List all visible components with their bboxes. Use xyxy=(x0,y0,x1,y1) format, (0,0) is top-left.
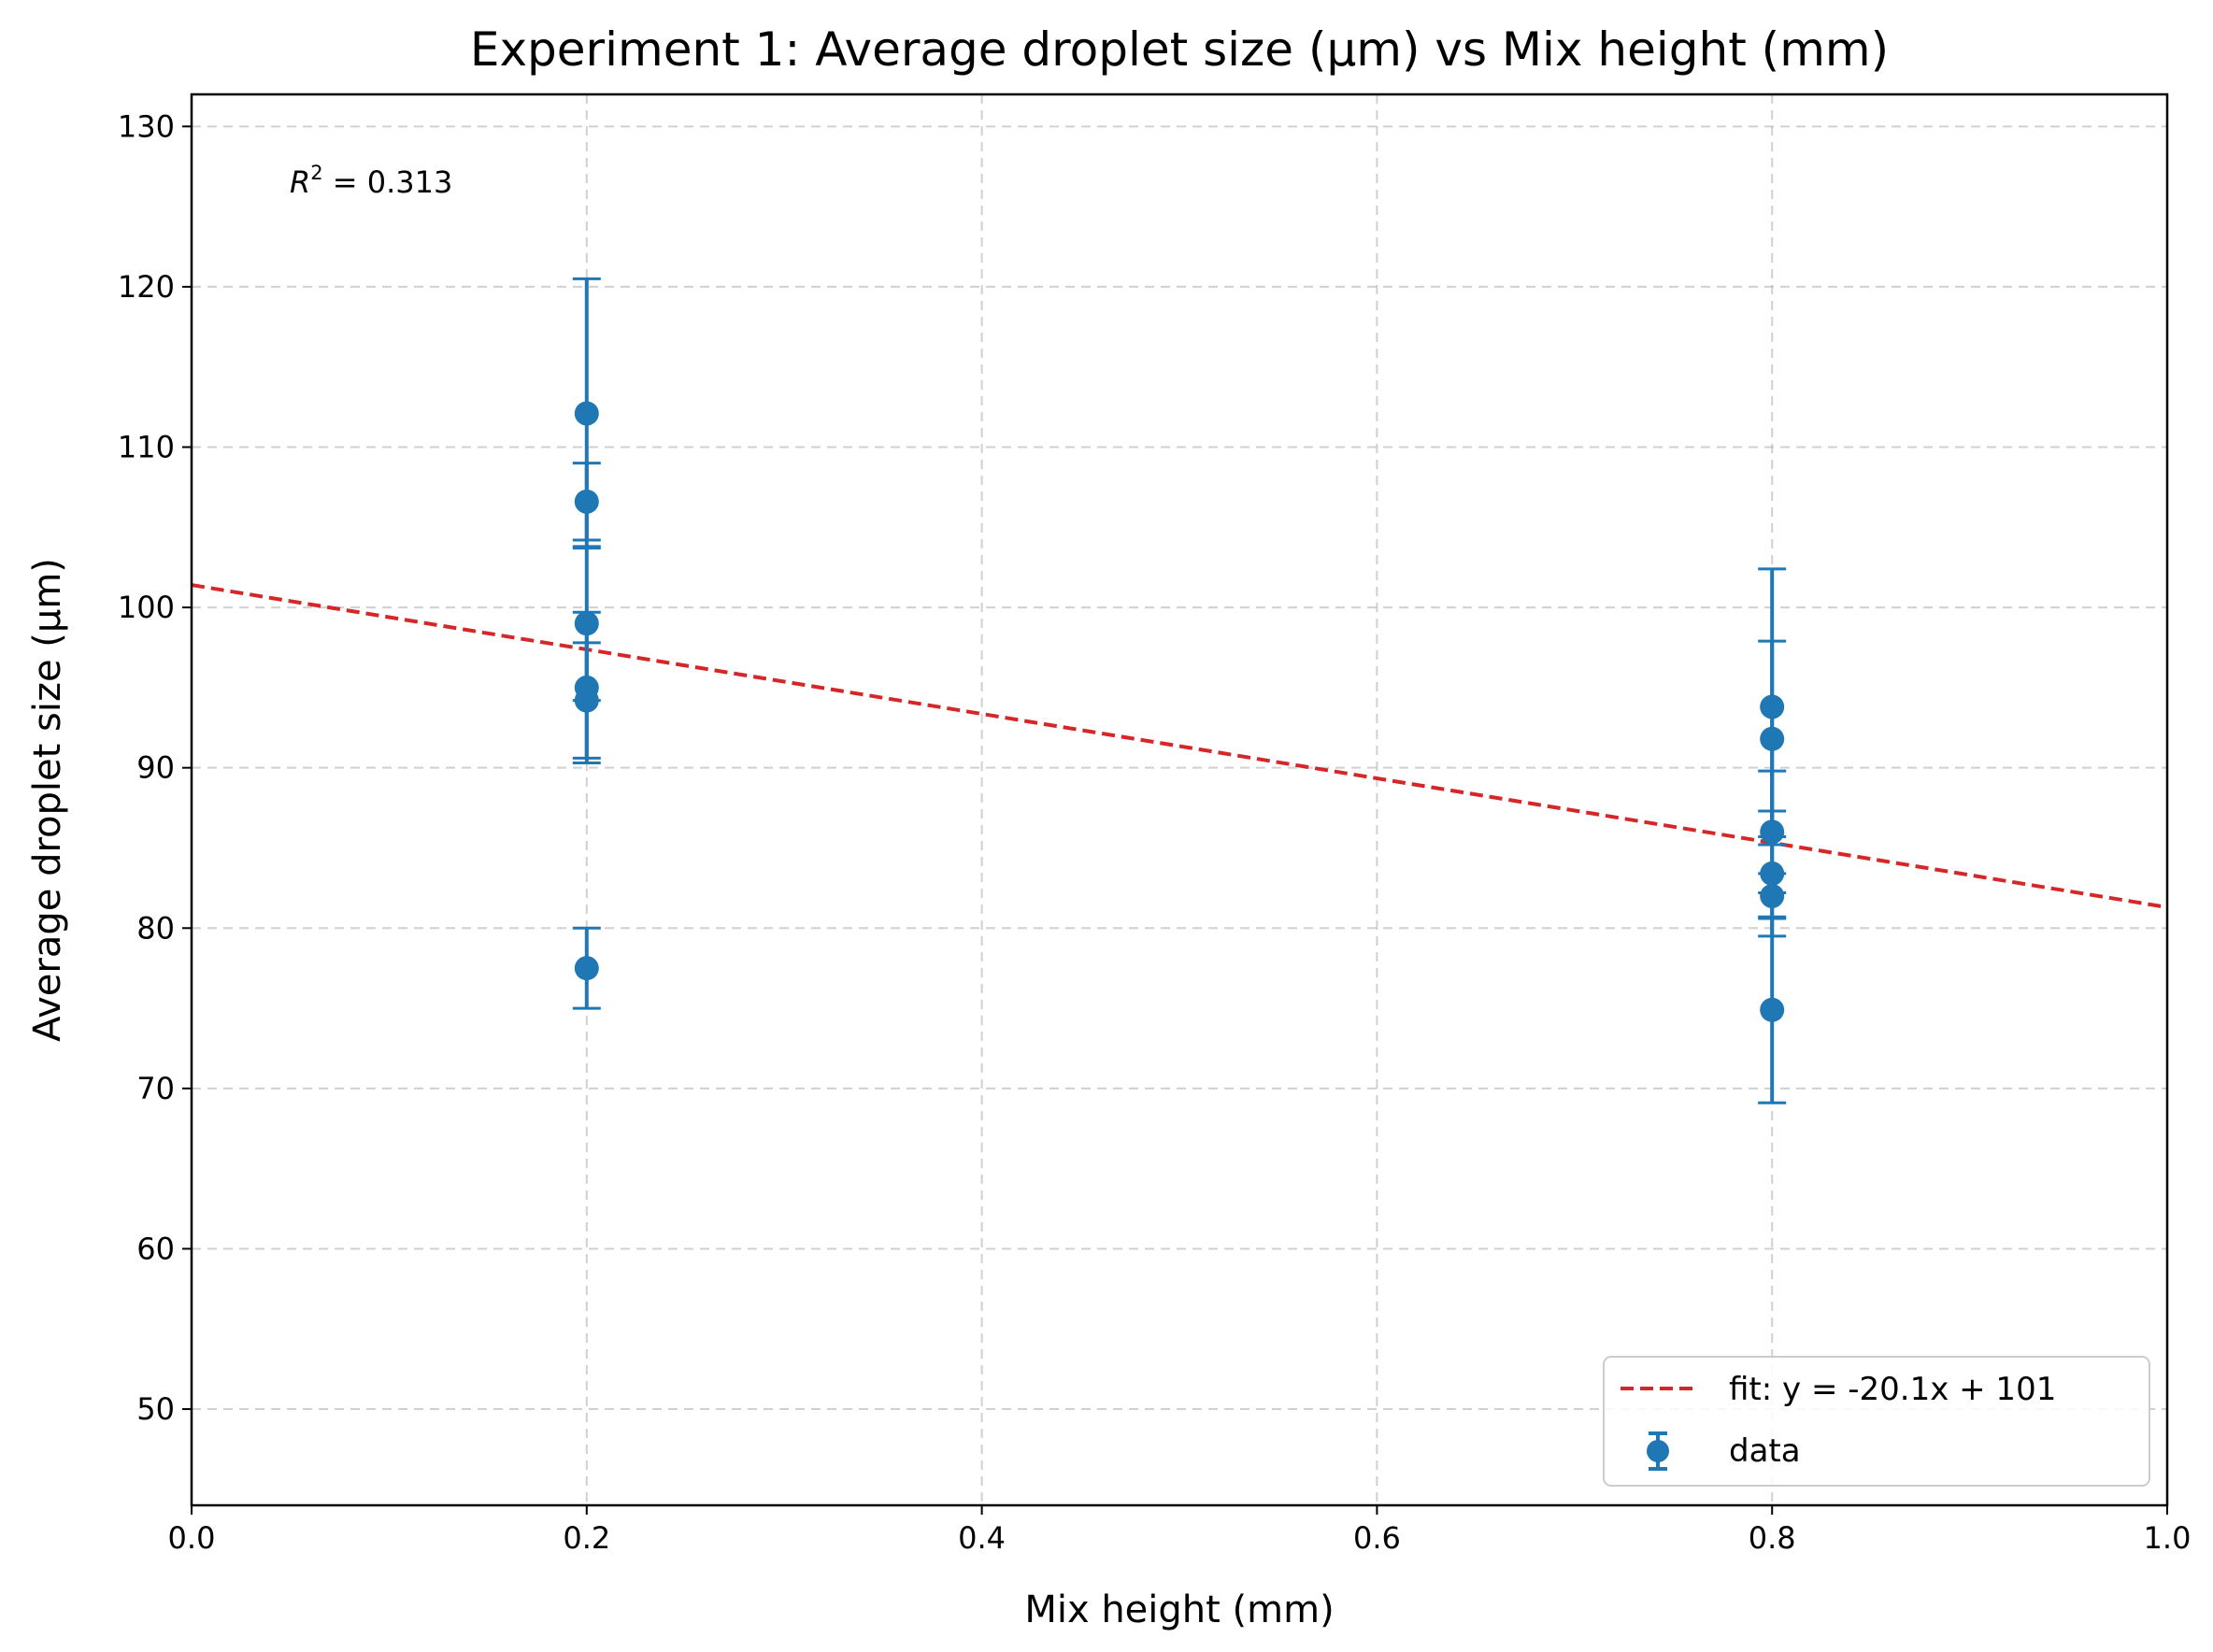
legend-box xyxy=(1603,1356,2150,1487)
data-marker xyxy=(574,489,599,514)
chart-title: Experiment 1: Average droplet size (µm) … xyxy=(470,22,1889,77)
legend-data-label: data xyxy=(1729,1432,1801,1470)
y-tick-label: 100 xyxy=(118,590,175,625)
x-tick-label: 0.4 xyxy=(958,1520,1006,1556)
legend: fit: y = -20.1x + 101 data xyxy=(1603,1356,2150,1487)
data-point xyxy=(1758,872,1787,920)
x-axis-label: Mix height (mm) xyxy=(1024,1588,1334,1631)
data-marker xyxy=(1760,726,1785,751)
r-squared-value: = 0.313 xyxy=(323,164,453,200)
r-squared-exponent: 2 xyxy=(310,162,322,184)
y-tick-label: 80 xyxy=(136,910,175,946)
y-axis-label: Average droplet size (µm) xyxy=(26,558,69,1042)
y-axis-ticks: 50 60 70 80 90 100 110 120 130 xyxy=(118,108,192,1427)
y-tick-label: 50 xyxy=(136,1391,175,1427)
r-squared-symbol: R xyxy=(290,164,310,200)
data-marker xyxy=(1760,883,1785,908)
x-tick-label: 1.0 xyxy=(2144,1520,2192,1556)
y-tick-label: 120 xyxy=(118,269,175,305)
x-tick-label: 0.8 xyxy=(1749,1520,1796,1556)
y-tick-label: 130 xyxy=(118,108,175,144)
legend-fit-label: fit: y = -20.1x + 101 xyxy=(1729,1371,2056,1408)
data-points-layer xyxy=(572,277,1787,1104)
y-tick-label: 60 xyxy=(136,1231,175,1266)
data-point xyxy=(572,641,601,760)
legend-data-swatch xyxy=(1647,1431,1669,1471)
data-point xyxy=(1758,915,1787,1104)
x-tick-label: 0.0 xyxy=(168,1520,216,1556)
data-marker xyxy=(1760,997,1785,1022)
data-point xyxy=(572,462,601,542)
y-tick-label: 70 xyxy=(136,1071,175,1106)
data-point xyxy=(572,926,601,1010)
data-marker xyxy=(574,401,599,426)
x-tick-label: 0.2 xyxy=(563,1520,610,1556)
x-axis-ticks: 0.0 0.2 0.4 0.6 0.8 1.0 xyxy=(168,1505,2192,1556)
x-tick-label: 0.6 xyxy=(1353,1520,1401,1556)
plot-frame xyxy=(190,93,2169,1507)
r-squared-annotation: R2 = 0.313 xyxy=(290,162,452,200)
y-tick-label: 90 xyxy=(136,750,175,786)
data-marker xyxy=(574,688,599,713)
grid-lines xyxy=(191,94,2168,1505)
y-tick-label: 110 xyxy=(118,430,175,465)
data-marker xyxy=(574,956,599,981)
